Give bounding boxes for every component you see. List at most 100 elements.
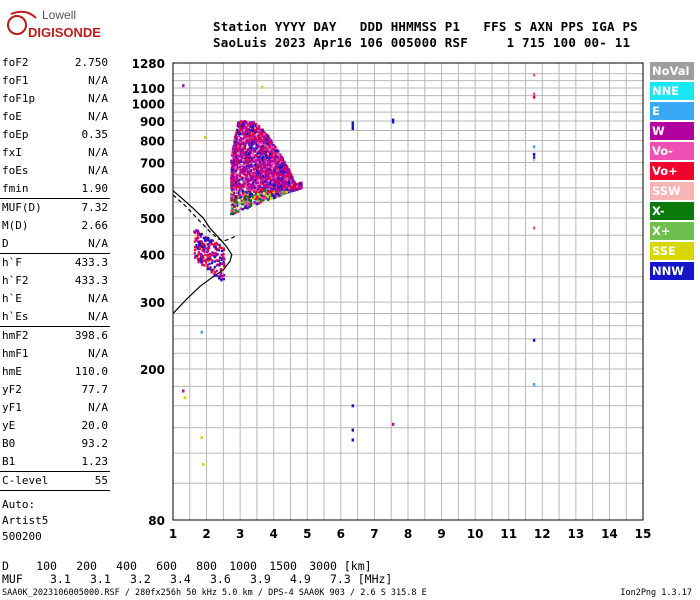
echo-point	[244, 206, 247, 209]
echo-point	[232, 170, 235, 173]
echo-point	[263, 131, 267, 135]
echo-point	[219, 256, 222, 259]
x-tick-label: 3	[236, 527, 244, 541]
echo-point	[253, 198, 256, 201]
echo-point	[218, 264, 221, 267]
echo-point	[242, 142, 245, 145]
echo-point	[351, 121, 354, 125]
echo-point	[243, 201, 246, 204]
echo-point	[391, 422, 395, 426]
echo-point	[245, 193, 248, 197]
echo-point	[201, 255, 204, 258]
y-tick-label: 1280	[132, 57, 165, 71]
echo-point	[215, 254, 218, 257]
echo-point	[253, 156, 256, 160]
echo-point	[204, 259, 207, 262]
echo-point	[245, 174, 248, 178]
echo-point	[262, 155, 265, 158]
echo-point	[220, 272, 223, 275]
echo-point	[253, 186, 256, 189]
echo-point	[240, 142, 243, 146]
echo-point	[195, 229, 198, 232]
echo-point	[283, 179, 286, 182]
echo-point	[296, 183, 300, 187]
echo-point	[196, 230, 199, 233]
param-row: foE N/A	[0, 108, 112, 126]
echo-point	[243, 197, 246, 201]
echo-point	[197, 237, 200, 240]
echo-point	[244, 184, 247, 188]
echo-point	[271, 165, 274, 169]
echo-point	[351, 127, 354, 130]
echo-point	[193, 240, 196, 243]
echo-point	[273, 189, 277, 192]
echo-point	[246, 123, 249, 126]
echo-point	[240, 183, 243, 187]
echo-point	[234, 186, 237, 189]
echo-point	[266, 198, 270, 201]
param-value: 433.3	[74, 274, 108, 287]
echo-point	[236, 159, 239, 162]
echo-point	[278, 168, 281, 172]
echo-point	[204, 239, 207, 242]
echo-point	[270, 197, 273, 200]
echo-point	[208, 240, 211, 244]
echo-point	[237, 183, 240, 187]
echo-point	[234, 152, 237, 155]
param-label: fmin	[2, 182, 29, 195]
echo-point	[244, 173, 247, 176]
echo-point	[248, 188, 251, 192]
echo-point	[248, 127, 251, 130]
echo-point	[235, 136, 238, 139]
param-value: N/A	[88, 401, 108, 414]
echo-point	[182, 389, 185, 393]
echo-point	[212, 268, 215, 271]
echo-point	[254, 150, 257, 153]
plot-frame	[172, 62, 644, 521]
echo-point	[243, 154, 246, 157]
param-row: foEp 0.35	[0, 126, 112, 144]
echo-point	[264, 169, 267, 172]
echo-point	[209, 266, 212, 269]
echo-point	[250, 184, 253, 187]
echo-point	[287, 186, 290, 189]
echo-point	[279, 173, 282, 177]
echo-point	[293, 188, 296, 192]
echo-point	[240, 185, 243, 188]
echo-point	[253, 136, 257, 139]
echo-point	[236, 185, 239, 188]
echo-point	[213, 255, 216, 258]
echo-point	[240, 146, 244, 149]
echo-point	[243, 162, 246, 166]
echo-point	[256, 188, 259, 191]
param-label: h`F	[2, 256, 22, 269]
echo-point	[281, 176, 284, 179]
echo-point	[222, 257, 225, 260]
echo-point	[214, 274, 217, 277]
echo-point	[256, 138, 259, 142]
param-value: 2.750	[74, 56, 108, 69]
echo-point	[264, 155, 267, 159]
echo-point	[222, 253, 225, 256]
echo-point	[240, 156, 243, 159]
echo-point	[234, 209, 238, 212]
param-label: B0	[2, 437, 16, 450]
echo-point	[268, 151, 271, 154]
echo-point	[293, 186, 296, 189]
echo-point	[236, 148, 240, 152]
echo-point	[206, 267, 209, 271]
echo-point	[254, 141, 257, 145]
echo-point	[270, 178, 273, 182]
echo-point	[262, 147, 265, 150]
echo-point	[216, 259, 220, 262]
echo-point	[275, 164, 278, 167]
echo-point	[255, 179, 258, 183]
legend-item-sse: SSE	[650, 242, 694, 260]
muf-value: 7.3	[330, 572, 351, 586]
echo-point	[285, 178, 288, 182]
echo-point	[269, 152, 273, 155]
param-row: foF2 2.750	[0, 54, 112, 72]
echo-point	[255, 181, 258, 184]
param-divider	[0, 471, 110, 472]
echo-point	[260, 176, 263, 179]
